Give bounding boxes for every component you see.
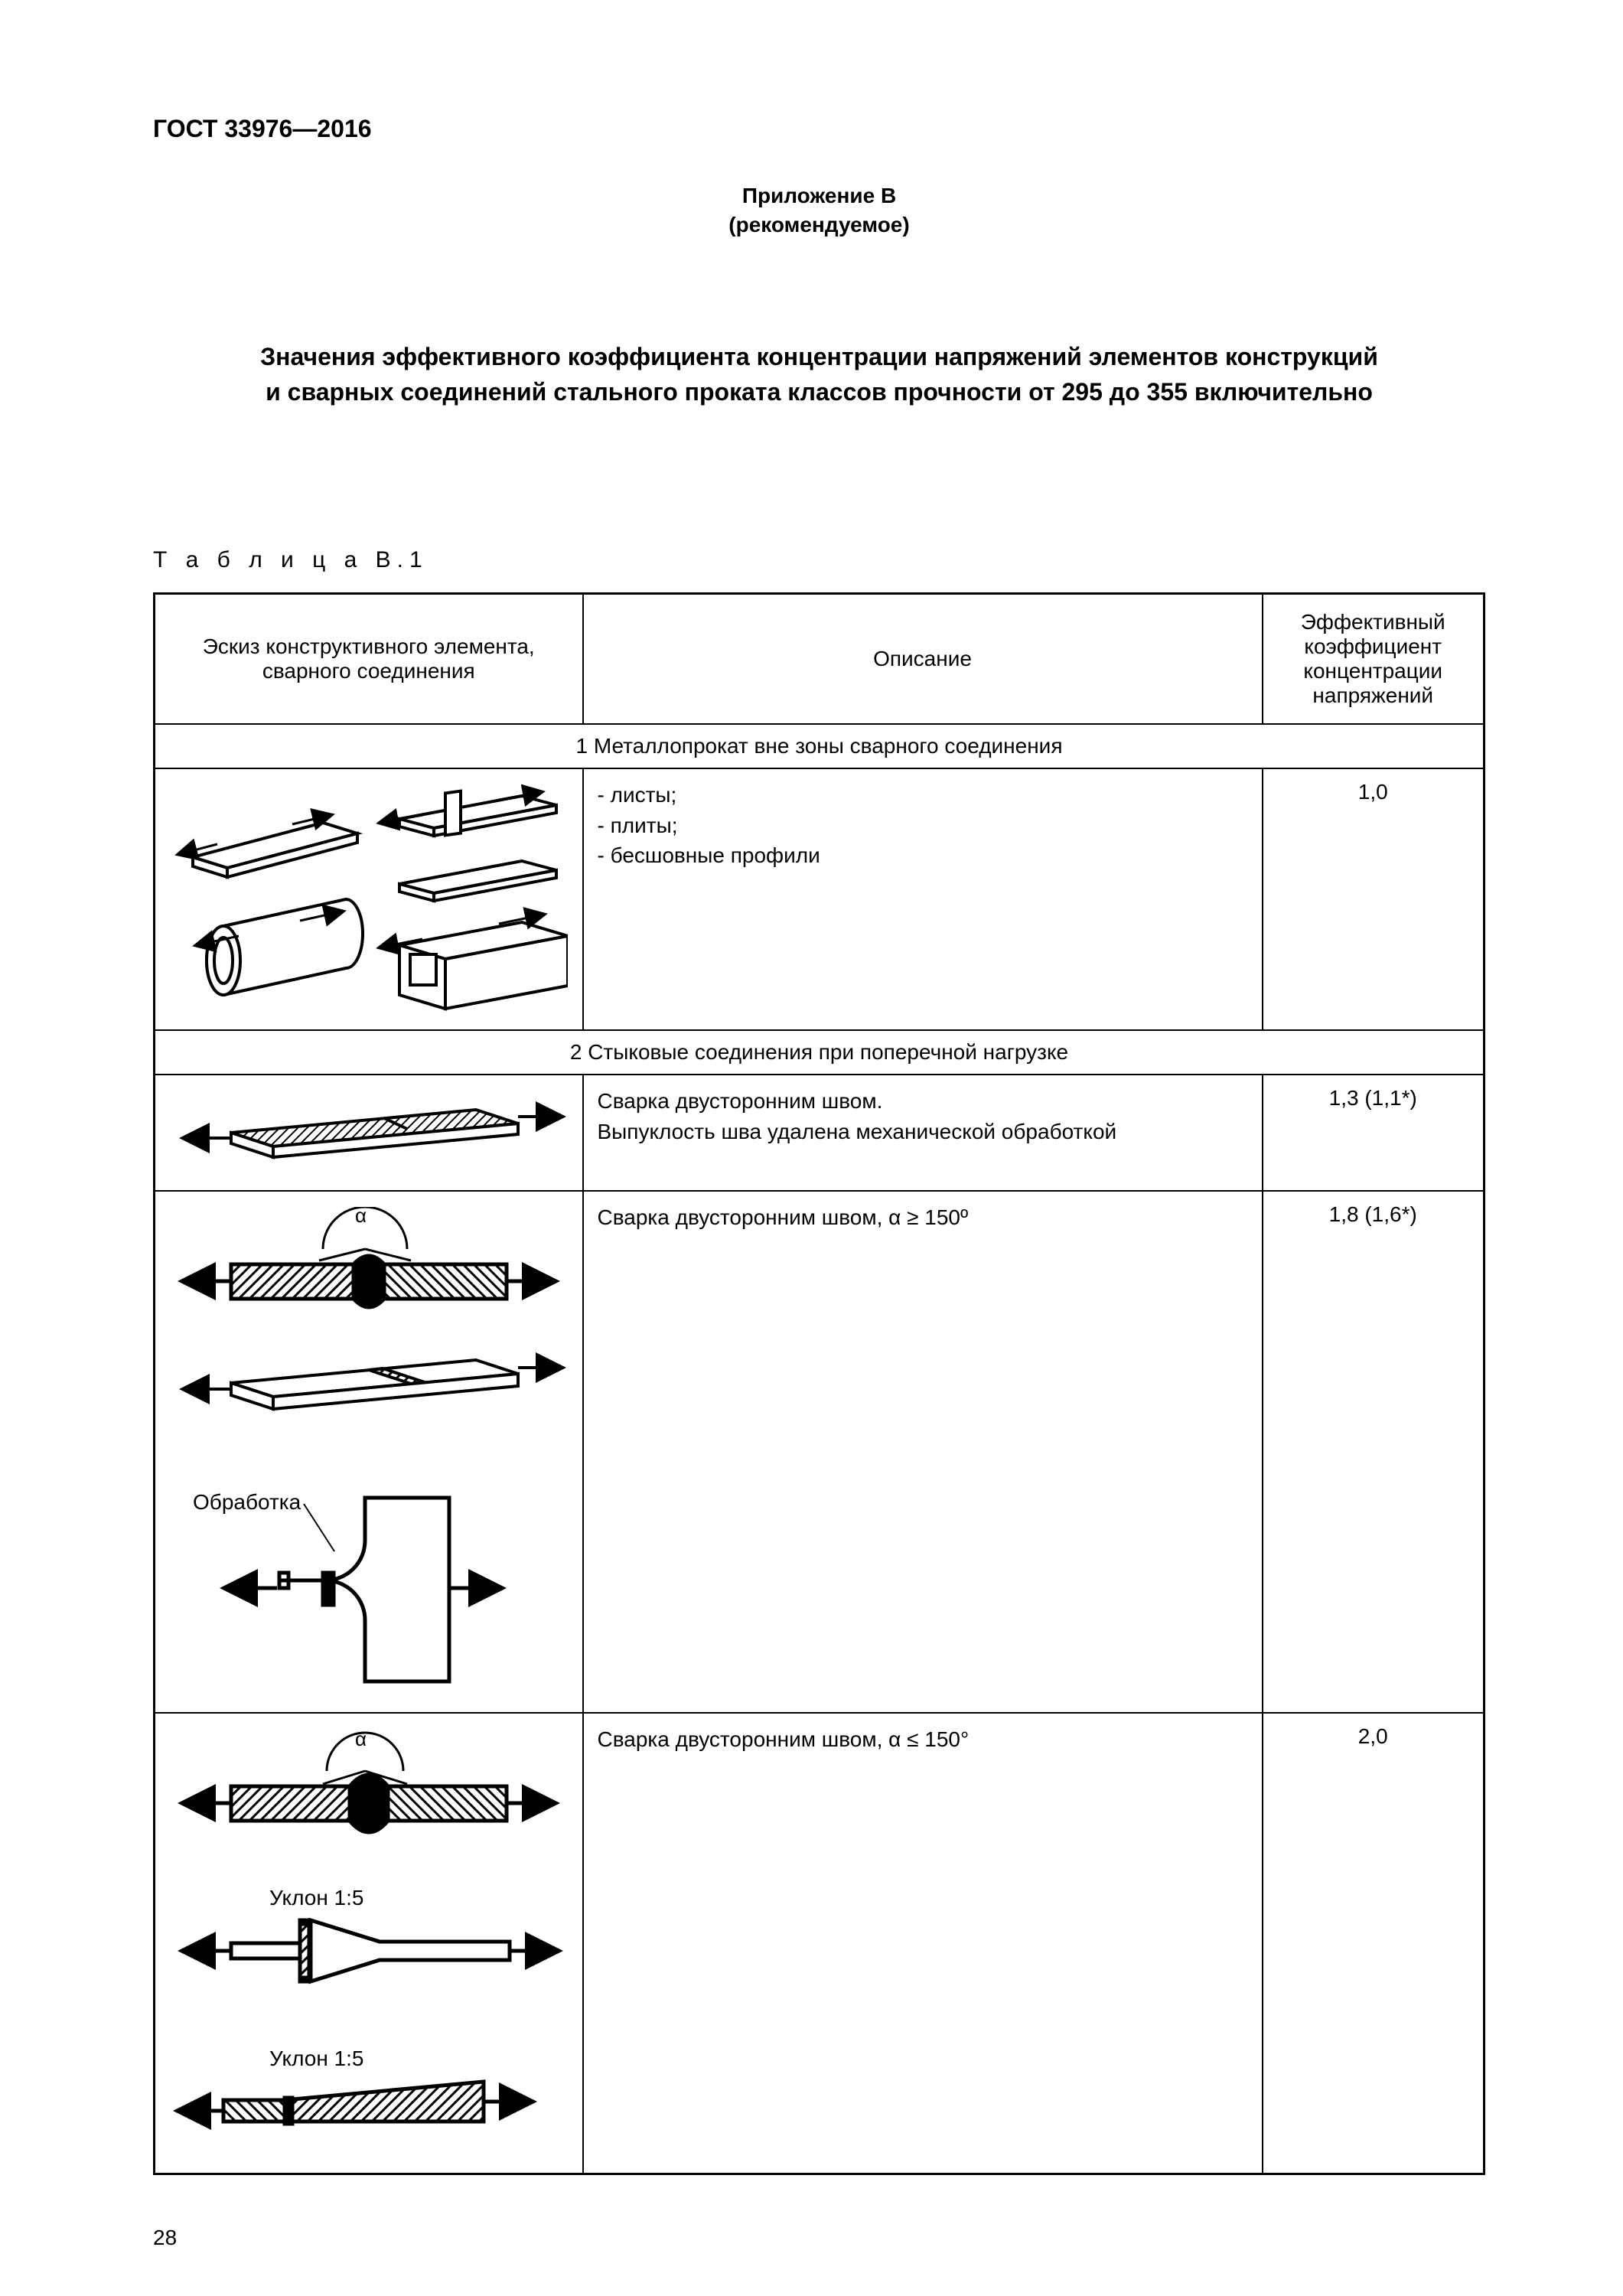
group-1-header: 1 Металлопрокат вне зоны сварного соедин…: [155, 724, 1484, 768]
table-row: α Уклон 1:5: [155, 1713, 1484, 2174]
page: ГОСТ 33976—2016 Приложение В (рекомендуе…: [0, 0, 1623, 2296]
sketch-cell-2: [155, 1075, 583, 1191]
coef-cell-2: 1,3 (1,1*): [1263, 1075, 1484, 1191]
butt-weld-flush-icon: [170, 1091, 568, 1175]
appendix-line-1: Приложение В: [742, 184, 896, 207]
profiles-icon: [170, 784, 568, 1014]
table-row: α: [155, 1191, 1484, 1713]
desc-cell-3: Сварка двусторонним швом, α ≥ 150º: [583, 1191, 1263, 1713]
desc-line: Сварка двусторонним швом.: [598, 1086, 1248, 1116]
section-title-line-2: и сварных соединений стального проката к…: [266, 378, 1373, 406]
slope-label-1: Уклон 1:5: [269, 1886, 363, 1910]
desc-cell-4: Сварка двусторонним швом, α ≤ 150°: [583, 1713, 1263, 2174]
table-row: Сварка двусторонним швом. Выпуклость шва…: [155, 1075, 1484, 1191]
sketch-cell-4: α Уклон 1:5: [155, 1713, 583, 2174]
desc-item: - листы;: [598, 780, 1248, 810]
section-title: Значения эффективного коэффициента конце…: [153, 339, 1485, 410]
desc-cell-2: Сварка двусторонним швом. Выпуклость шва…: [583, 1075, 1263, 1191]
table-row: - листы; - плиты; - бесшовные профили 1,…: [155, 768, 1484, 1030]
sketch-cell-1: [155, 768, 583, 1030]
table-row: 2 Стыковые соединения при поперечной наг…: [155, 1030, 1484, 1075]
appendix-header: Приложение В (рекомендуемое): [153, 181, 1485, 240]
group-2-header: 2 Стыковые соединения при поперечной наг…: [155, 1030, 1484, 1075]
coef-cell-4: 2,0: [1263, 1713, 1484, 2174]
table-header-row: Эскиз конструктивного элемента, сварного…: [155, 594, 1484, 725]
document-id: ГОСТ 33976—2016: [153, 115, 1485, 143]
col-header-desc: Описание: [583, 594, 1263, 725]
desc-line: Выпуклость шва удалена механической обра…: [598, 1117, 1248, 1146]
table-row: 1 Металлопрокат вне зоны сварного соедин…: [155, 724, 1484, 768]
processing-label: Обработка: [193, 1490, 301, 1514]
coef-cell-1: 1,0: [1263, 768, 1484, 1030]
desc-item: - бесшовные профили: [598, 840, 1248, 870]
slope-label-2: Уклон 1:5: [269, 2047, 363, 2070]
desc-item: - плиты;: [598, 810, 1248, 840]
sketch-cell-3: α: [155, 1191, 583, 1713]
main-table: Эскиз конструктивного элемента, сварного…: [153, 592, 1485, 2175]
butt-weld-150plus-icon: α: [170, 1207, 568, 1697]
desc-cell-1: - листы; - плиты; - бесшовные профили: [583, 768, 1263, 1030]
desc-line: Сварка двусторонним швом, α ≥ 150º: [598, 1202, 1248, 1232]
appendix-line-2: (рекомендуемое): [728, 213, 909, 236]
desc-line: Сварка двусторонним швом, α ≤ 150°: [598, 1724, 1248, 1754]
col-header-coef: Эффективный коэффициент концентрации нап…: [1263, 594, 1484, 725]
table-label: Т а б л и ц а В.1: [153, 547, 1485, 573]
page-number: 28: [153, 2226, 177, 2250]
section-title-line-1: Значения эффективного коэффициента конце…: [260, 343, 1378, 370]
butt-weld-150minus-icon: α Уклон 1:5: [170, 1729, 568, 2157]
svg-text:α: α: [355, 1729, 367, 1750]
coef-cell-3: 1,8 (1,6*): [1263, 1191, 1484, 1713]
svg-text:α: α: [355, 1207, 367, 1227]
col-header-sketch: Эскиз конструктивного элемента, сварного…: [155, 594, 583, 725]
